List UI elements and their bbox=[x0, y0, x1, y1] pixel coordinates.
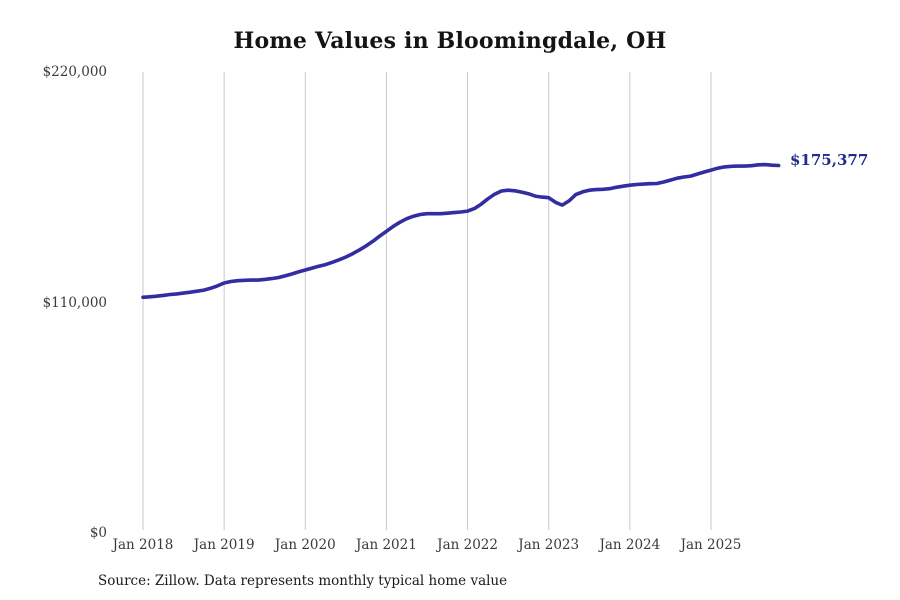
x-tick-label: Jan 2023 bbox=[518, 537, 580, 553]
source-note: Source: Zillow. Data represents monthly … bbox=[98, 573, 508, 589]
x-tick-label: Jan 2022 bbox=[437, 537, 498, 553]
home-value-line bbox=[141, 162, 781, 300]
x-tick-label: Jan 2019 bbox=[193, 537, 255, 553]
x-tick-label: Jan 2021 bbox=[356, 537, 417, 553]
x-tick-label: Jan 2025 bbox=[680, 537, 742, 553]
y-tick-label: $0 bbox=[89, 525, 107, 541]
x-tick-label: Jan 2020 bbox=[274, 537, 336, 553]
y-tick-label: $110,000 bbox=[42, 294, 107, 311]
x-tick-label: Jan 2024 bbox=[599, 537, 661, 553]
x-tick-label: Jan 2018 bbox=[112, 537, 174, 553]
y-tick-label: $220,000 bbox=[42, 64, 107, 80]
latest-value-label: $175,377 bbox=[790, 151, 869, 169]
chart-title: Home Values in Bloomingdale, OH bbox=[233, 28, 667, 54]
